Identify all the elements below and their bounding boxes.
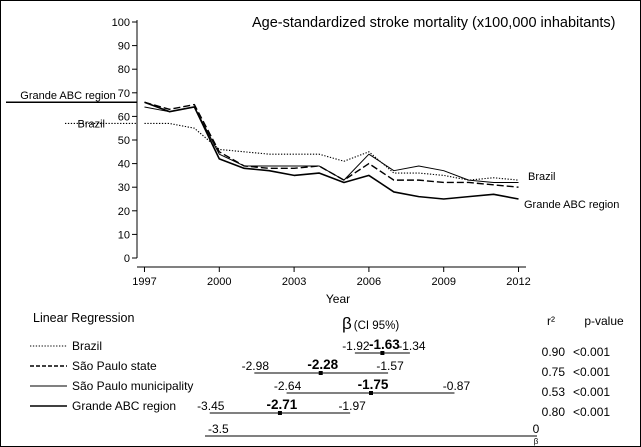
x-tick-label: 2009 bbox=[431, 276, 455, 288]
x-tick-label: 1997 bbox=[132, 276, 156, 288]
series-line-brazil bbox=[144, 122, 519, 181]
y-tick-label: 100 bbox=[112, 17, 130, 29]
x-tick-label: 2012 bbox=[506, 276, 530, 288]
beta-point bbox=[318, 371, 323, 375]
right-label-grande-abc-region: Grande ABC region bbox=[524, 199, 619, 211]
y-tick-label: 70 bbox=[118, 88, 130, 100]
y-axis-ticks: 0 10 20 30 40 50 60 70 80 90 100 bbox=[112, 17, 137, 265]
beta-value-label: -1.75 bbox=[358, 377, 389, 392]
series-line-sao-paulo-state bbox=[144, 101, 519, 188]
y-tick-label: 0 bbox=[124, 253, 130, 265]
y-tick-label: 10 bbox=[118, 229, 130, 241]
series-lines bbox=[144, 101, 519, 200]
row-label: São Paulo state bbox=[72, 359, 157, 373]
x-tick-label: 2000 bbox=[207, 276, 231, 288]
x-axis-label: Year bbox=[326, 292, 350, 306]
chart-title: Age-standardized stroke mortality (x100,… bbox=[252, 15, 616, 31]
ci-lower-label: -2.64 bbox=[274, 379, 302, 393]
y-tick-label: 60 bbox=[118, 111, 130, 123]
p-value-header: p-value bbox=[584, 314, 624, 328]
row-label: Brazil bbox=[72, 339, 102, 353]
ci-lower-label: -1.92 bbox=[342, 339, 370, 353]
linear-regression-table: Linear Regression β (CI 95%) r² p-value B… bbox=[30, 311, 624, 446]
beta-ci-suffix: (CI 95%) bbox=[354, 320, 400, 332]
left-label-grande-abc-region: Grande ABC region bbox=[20, 90, 115, 102]
y-tick-label: 50 bbox=[118, 135, 130, 147]
ci-lower-label: -3.45 bbox=[197, 399, 225, 413]
beta-value-label: -2.28 bbox=[307, 357, 338, 372]
row-label: São Paulo municipality bbox=[72, 379, 193, 393]
beta-value-label: -1.63 bbox=[369, 337, 400, 352]
r2-value: 0.90 bbox=[542, 345, 566, 359]
series-line-sao-paulo-municipality bbox=[144, 106, 519, 183]
ci-upper-label: -1.34 bbox=[398, 339, 426, 353]
y-tick-label: 40 bbox=[118, 159, 130, 171]
beta-point bbox=[369, 391, 373, 395]
p-value: <0.001 bbox=[573, 385, 610, 399]
p-value: <0.001 bbox=[573, 365, 610, 379]
p-value: <0.001 bbox=[573, 345, 610, 359]
ci-upper-label: -0.87 bbox=[443, 379, 471, 393]
ci-lower-label: -2.98 bbox=[242, 359, 270, 373]
x-axis-ticks: 1997 2000 2003 2006 2009 2012 bbox=[132, 267, 531, 288]
beta-value-label: -2.71 bbox=[267, 397, 298, 412]
forest-row-sao-paulo-municipality: São Paulo municipality -2.64 -1.75 -0.87 0.5… bbox=[30, 377, 610, 399]
beta-point bbox=[380, 351, 385, 355]
ci-upper-label: -1.57 bbox=[376, 359, 404, 373]
y-tick-label: 30 bbox=[118, 182, 130, 194]
line-chart: Age-standardized stroke mortality (x100,… bbox=[6, 15, 619, 306]
r2-value: 0.75 bbox=[542, 365, 566, 379]
y-tick-label: 90 bbox=[118, 41, 130, 53]
y-tick-label: 20 bbox=[118, 206, 130, 218]
series-line-grande-abc-region bbox=[144, 101, 519, 200]
beta-ci-header: β (CI 95%) bbox=[342, 314, 399, 333]
beta-symbol: β bbox=[342, 314, 352, 333]
beta-axis-min-label: -3.5 bbox=[208, 422, 229, 436]
right-label-brazil: Brazil bbox=[528, 171, 556, 183]
forest-row-brazil: Brazil -1.92 -1.63-1.34 0.90 <0.001 bbox=[30, 337, 610, 359]
r2-value: 0.80 bbox=[542, 405, 566, 419]
beta-point bbox=[277, 411, 282, 415]
x-tick-label: 2006 bbox=[357, 276, 381, 288]
y-tick-label: 80 bbox=[118, 64, 130, 76]
ci-upper-label: -1.97 bbox=[338, 399, 366, 413]
forest-row-sao-paulo-state: São Paulo state -2.98 -2.28 -1.57 0.75 <0.001 bbox=[30, 357, 610, 379]
r2-value: 0.53 bbox=[542, 385, 566, 399]
beta-axis-max-label: 0 bbox=[533, 422, 540, 436]
linear-regression-title: Linear Regression bbox=[33, 311, 134, 325]
forest-row-grande-abc-region: Grande ABC region -3.45 -2.71 -1.97 0.80 <0.0… bbox=[30, 397, 610, 419]
series-end-labels: Grande ABC region Brazil Brazil Grande ABC … bbox=[6, 90, 619, 211]
r2-header: r² bbox=[547, 314, 555, 328]
left-label-brazil: Brazil bbox=[77, 118, 105, 130]
row-label: Grande ABC region bbox=[72, 399, 176, 413]
x-tick-label: 2003 bbox=[282, 276, 306, 288]
beta-axis-symbol: β bbox=[534, 437, 539, 446]
p-value: <0.001 bbox=[573, 405, 610, 419]
